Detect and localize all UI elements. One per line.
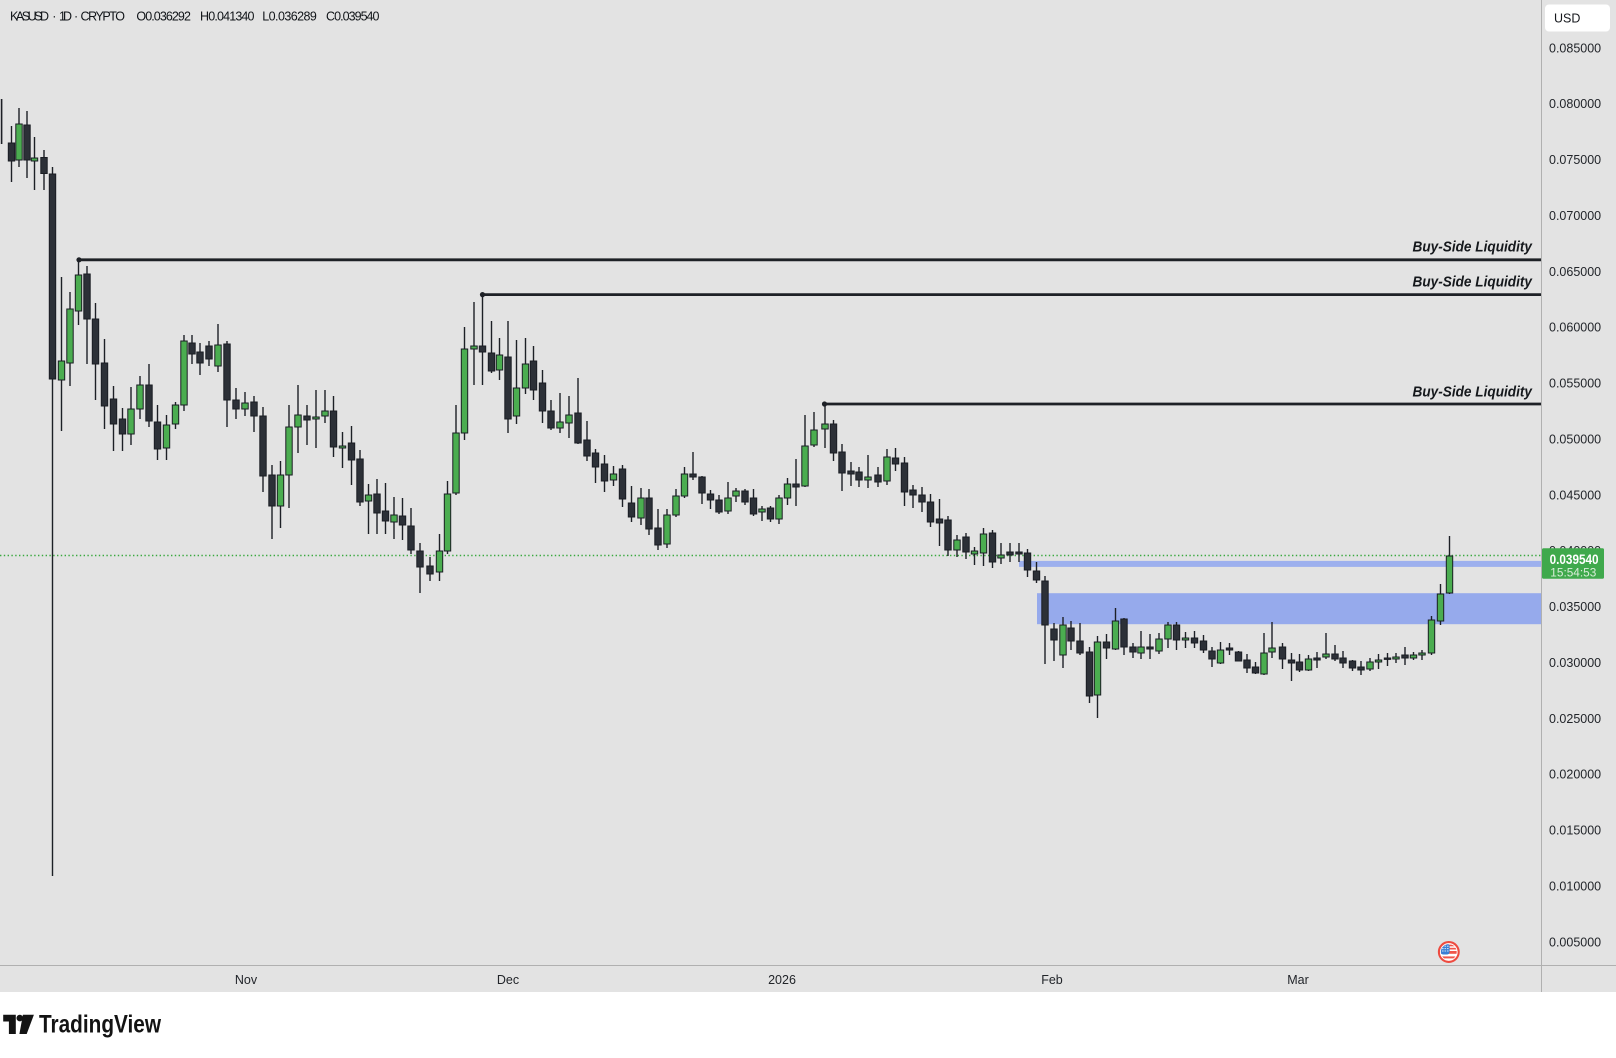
svg-text:0.005000: 0.005000 (1549, 935, 1601, 949)
svg-text:0.085000: 0.085000 (1549, 41, 1601, 55)
svg-text:Buy-Side Liquidity: Buy-Side Liquidity (1413, 384, 1533, 401)
svg-text:Nov: Nov (235, 973, 258, 987)
svg-text:Buy-Side Liquidity: Buy-Side Liquidity (1413, 274, 1533, 291)
svg-text:0.025000: 0.025000 (1549, 712, 1601, 726)
svg-text:0.070000: 0.070000 (1549, 209, 1601, 223)
svg-text:2026: 2026 (768, 973, 796, 987)
svg-text:15:54:53: 15:54:53 (1550, 566, 1596, 580)
svg-text:Feb: Feb (1041, 973, 1063, 987)
svg-text:0.020000: 0.020000 (1549, 768, 1601, 782)
svg-text:Buy-Side Liquidity: Buy-Side Liquidity (1413, 239, 1533, 256)
svg-text:0.045000: 0.045000 (1549, 488, 1601, 502)
svg-text:TradingView: TradingView (39, 1011, 161, 1039)
svg-text:0.055000: 0.055000 (1549, 377, 1601, 391)
svg-text:0.080000: 0.080000 (1549, 97, 1601, 111)
svg-text:0.050000: 0.050000 (1549, 432, 1601, 446)
svg-text:0.015000: 0.015000 (1549, 824, 1601, 838)
svg-text:0.039540: 0.039540 (1550, 552, 1599, 567)
svg-text:0.010000: 0.010000 (1549, 879, 1601, 893)
svg-text:0.030000: 0.030000 (1549, 656, 1601, 670)
svg-text:0.075000: 0.075000 (1549, 153, 1601, 167)
svg-text:Mar: Mar (1287, 973, 1309, 987)
svg-text:USD: USD (1554, 12, 1580, 26)
svg-text:0.060000: 0.060000 (1549, 321, 1601, 335)
svg-text:0.035000: 0.035000 (1549, 600, 1601, 614)
svg-text:0.065000: 0.065000 (1549, 265, 1601, 279)
svg-text:Dec: Dec (497, 973, 519, 987)
